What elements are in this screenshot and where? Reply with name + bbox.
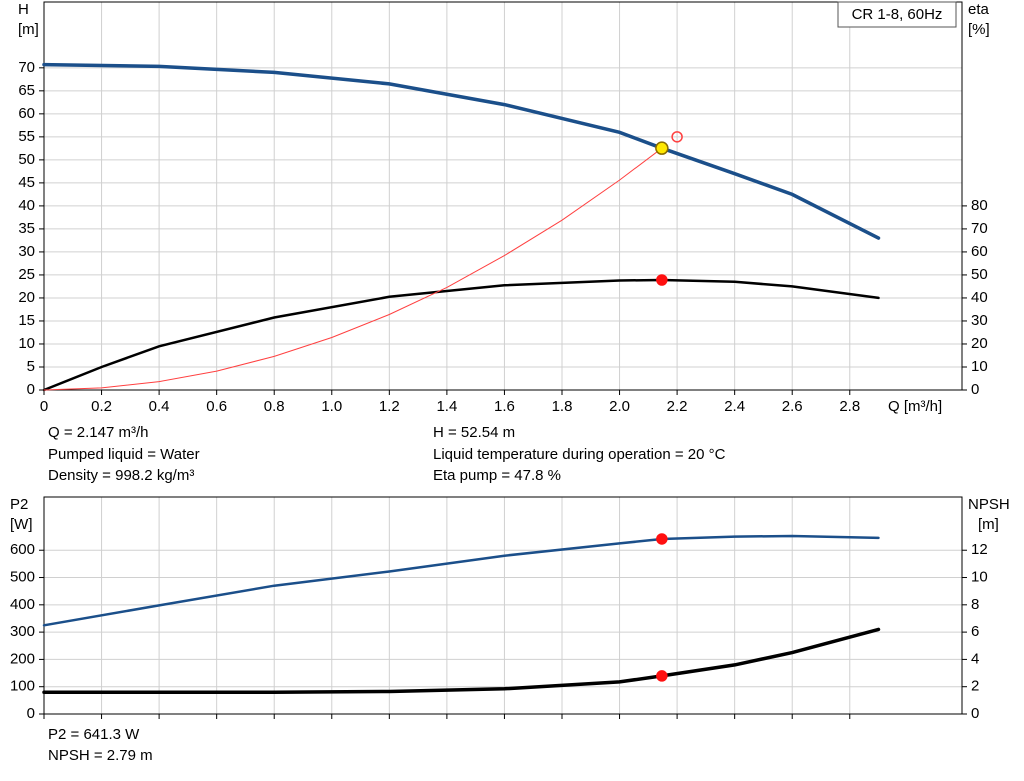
- y-tick-label: 0: [27, 705, 35, 722]
- x-tick-label: 1.2: [379, 398, 400, 415]
- curve: [42, 278, 880, 392]
- title-box: [837, 1, 957, 28]
- x-tick-label: 2.2: [667, 398, 688, 415]
- y2-tick-label: 30: [971, 312, 988, 329]
- y-tick-label: 500: [10, 568, 35, 585]
- y-tick-label: 60: [18, 105, 35, 122]
- y2-tick-label: 40: [971, 289, 988, 306]
- curve: [43, 147, 663, 391]
- y-tick-label: 600: [10, 541, 35, 558]
- chart-title: CR 1-8, 60Hz: [852, 6, 943, 23]
- y2-tick-label: 0: [971, 705, 979, 722]
- y-tick-label: 200: [10, 650, 35, 667]
- info-text: P2 = 641.3 W: [48, 726, 140, 743]
- y2-axis-label: [%]: [968, 21, 990, 38]
- y2-tick-label: 60: [971, 243, 988, 260]
- x-tick-label: 1.6: [494, 398, 515, 415]
- plot-border: [43, 496, 963, 715]
- duty-point: [656, 670, 668, 682]
- duty-point: [656, 533, 668, 545]
- x-tick-label: 2.6: [782, 398, 803, 415]
- y2-axis-label: NPSH: [968, 496, 1010, 513]
- x-axis-label: Q [m³/h]: [888, 398, 942, 415]
- y2-tick-label: 0: [971, 381, 979, 398]
- plot-area: [44, 497, 962, 714]
- y2-tick-label: 50: [971, 266, 988, 283]
- duty-point: [671, 131, 683, 143]
- x-tick-label: 0.2: [91, 398, 112, 415]
- y-axis-label: P2: [10, 496, 28, 513]
- info-text: NPSH = 2.79 m: [48, 747, 153, 764]
- y-axis-label: H: [18, 1, 29, 18]
- y-tick-label: 55: [18, 128, 35, 145]
- y2-tick-label: 80: [971, 197, 988, 214]
- curve: [42, 627, 881, 694]
- y-tick-label: 35: [18, 220, 35, 237]
- y2-tick-label: 10: [971, 568, 988, 585]
- y-tick-label: 65: [18, 82, 35, 99]
- y-tick-label: 25: [18, 266, 35, 283]
- info-text: Q = 2.147 m³/h: [48, 424, 148, 441]
- y-tick-label: 10: [18, 335, 35, 352]
- x-tick-label: 2.8: [839, 398, 860, 415]
- y-axis-label: [W]: [10, 516, 33, 533]
- y2-tick-label: 20: [971, 335, 988, 352]
- y-tick-label: 300: [10, 623, 35, 640]
- info-text: Liquid temperature during operation = 20…: [433, 446, 726, 463]
- y2-tick-label: 2: [971, 678, 979, 695]
- x-tick-label: 1.4: [436, 398, 457, 415]
- x-tick-label: 2.0: [609, 398, 630, 415]
- plot-area: [44, 2, 962, 390]
- x-tick-label: 1.0: [321, 398, 342, 415]
- curve: [42, 534, 880, 627]
- x-tick-label: 2.4: [724, 398, 745, 415]
- y-tick-label: 45: [18, 174, 35, 191]
- y-tick-label: 50: [18, 151, 35, 168]
- plot-border: [43, 1, 963, 391]
- y2-tick-label: 10: [971, 358, 988, 375]
- y-tick-label: 15: [18, 312, 35, 329]
- y2-tick-label: 4: [971, 650, 979, 667]
- y-tick-label: 70: [18, 59, 35, 76]
- info-text: Pumped liquid = Water: [48, 446, 200, 463]
- info-text: Density = 998.2 kg/m³: [48, 467, 194, 484]
- y-tick-label: 100: [10, 678, 35, 695]
- y-tick-label: 5: [27, 358, 35, 375]
- x-tick-label: 0.4: [149, 398, 170, 415]
- curve: [42, 62, 881, 240]
- y-tick-label: 0: [27, 381, 35, 398]
- y2-axis-label: [m]: [978, 516, 999, 533]
- duty-point: [656, 274, 668, 286]
- y2-axis-label: eta: [968, 1, 990, 18]
- x-tick-label: 0: [40, 398, 48, 415]
- y2-tick-label: 8: [971, 596, 979, 613]
- info-text: Eta pump = 47.8 %: [433, 467, 561, 484]
- duty-point: [655, 141, 669, 155]
- x-tick-label: 1.8: [552, 398, 573, 415]
- y-tick-label: 400: [10, 596, 35, 613]
- y2-tick-label: 12: [971, 541, 988, 558]
- y-tick-label: 30: [18, 243, 35, 260]
- x-tick-label: 0.8: [264, 398, 285, 415]
- y2-tick-label: 6: [971, 623, 979, 640]
- y2-tick-label: 70: [971, 220, 988, 237]
- info-text: H = 52.54 m: [433, 424, 515, 441]
- y-tick-label: 20: [18, 289, 35, 306]
- x-tick-label: 0.6: [206, 398, 227, 415]
- y-tick-label: 40: [18, 197, 35, 214]
- y-axis-label: [m]: [18, 21, 39, 38]
